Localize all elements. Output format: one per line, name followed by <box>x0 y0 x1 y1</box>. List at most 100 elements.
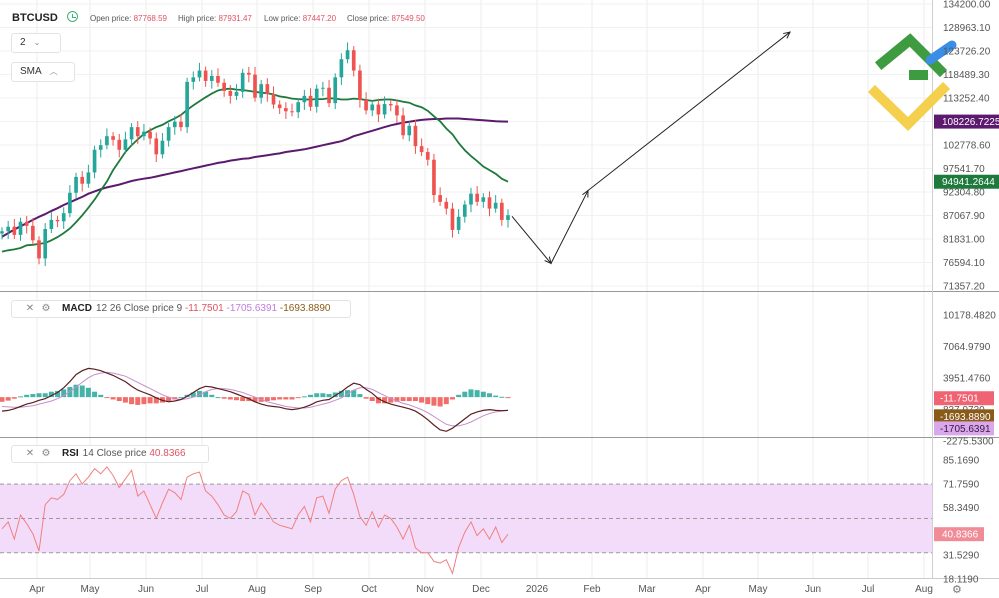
settings-icon[interactable]: ⚙ <box>952 584 962 596</box>
candle-body <box>179 121 183 128</box>
macd-hist-bar <box>295 397 301 399</box>
rsi-value-badge <box>934 527 984 542</box>
candle-body <box>290 111 294 113</box>
candle-body <box>98 145 103 150</box>
candle-body <box>61 213 66 222</box>
gear-icon[interactable]: ⚙ <box>41 303 51 314</box>
macd-tick-label: 10178.4820 <box>943 311 996 322</box>
candle-body <box>382 104 387 115</box>
rsi-name: RSI <box>62 448 79 459</box>
gear-icon[interactable]: ⚙ <box>41 448 51 459</box>
macd-hist-bar <box>79 385 85 398</box>
price-tick-label: 92304.80 <box>943 188 985 199</box>
time-tick-label: Jul <box>196 584 209 595</box>
candle-body <box>209 75 214 81</box>
candle-body <box>277 104 282 109</box>
clock-icon[interactable] <box>67 11 78 22</box>
macd-value-label: -1693.8890 <box>940 412 991 423</box>
candle-body <box>86 172 91 184</box>
price-axes: 134200.00 128963.10 123726.20 118489.30 1132… <box>943 0 996 586</box>
rsi-lines-layer <box>1 466 509 575</box>
rsi-legend: ✕ ⚙ RSI 14 Close price 40.8366 <box>11 445 209 463</box>
time-tick-label: May <box>81 584 100 595</box>
macd-hist-bar <box>24 394 30 398</box>
timeframe-select[interactable]: 2 ⌄ <box>11 33 61 53</box>
candle-body <box>413 125 418 147</box>
symbol-label[interactable]: BTCUSD <box>12 12 58 24</box>
candle-body <box>438 195 442 202</box>
macd-hist-bar <box>48 391 54 398</box>
open-price: Open price: 87768.59 <box>90 14 167 23</box>
macd-hist-bar <box>227 397 233 400</box>
time-tick-label: Apr <box>695 584 711 595</box>
macd-hist-bar <box>98 394 104 398</box>
macd-hist-bar <box>196 390 202 398</box>
macd-hist-bar <box>92 391 98 398</box>
low-price: Low price: 87447.20 <box>264 14 337 23</box>
grid-lines <box>0 0 999 579</box>
macd-hist-bar <box>505 397 511 399</box>
macd-hist-bar <box>301 396 307 398</box>
macd-hist-bar <box>499 396 505 398</box>
time-tick-label: Jun <box>138 584 154 595</box>
candle-body <box>234 91 239 96</box>
candle-body <box>105 136 109 146</box>
candle-body <box>259 84 263 98</box>
candle-body <box>123 139 128 150</box>
macd-hist-bar <box>394 397 400 402</box>
candle-body <box>37 240 41 259</box>
macd-hist-bar <box>203 391 209 398</box>
macd-hist-bar <box>153 397 159 404</box>
candle-body <box>450 208 455 230</box>
candle-body <box>327 87 331 104</box>
price-tick-label: 71357.20 <box>943 282 985 293</box>
candle-body <box>185 81 189 128</box>
price-tick-label: 118489.30 <box>943 70 990 81</box>
ma-type-select[interactable]: SMA ︿ <box>11 62 75 82</box>
time-tick-label: Feb <box>583 584 601 595</box>
candle-body <box>228 90 233 96</box>
candle-body <box>0 231 4 234</box>
candle-body <box>129 127 134 140</box>
rsi-value: 40.8366 <box>149 448 186 459</box>
macd-hist-bar <box>233 397 239 401</box>
macd-hist-bar <box>42 393 48 398</box>
macd-hist-value: -11.7501 <box>184 303 224 314</box>
candle-body <box>253 74 257 98</box>
macd-hist-bar <box>338 390 344 398</box>
candle-body <box>481 197 486 202</box>
macd-hist-bar <box>462 391 468 398</box>
time-tick-label: Apr <box>29 584 45 595</box>
macd-hist-bar <box>406 397 412 402</box>
candle-body <box>247 72 251 75</box>
close-icon[interactable]: ✕ <box>25 303 35 314</box>
arrow-head <box>544 256 552 265</box>
rsi-tick-label: 85.1690 <box>943 456 980 467</box>
candle-body <box>31 225 35 241</box>
candle-body <box>314 88 319 107</box>
candle-body <box>425 152 430 160</box>
close-icon[interactable]: ✕ <box>25 448 35 459</box>
macd-hist-bar <box>11 397 17 399</box>
macd-hist-bar <box>18 396 24 398</box>
macd-hist-bar <box>61 389 67 398</box>
forecast-annotation <box>511 31 791 265</box>
candle-body <box>339 59 344 78</box>
price-tick-label: 81831.00 <box>943 235 985 246</box>
price-tick-label: 123726.20 <box>943 47 991 58</box>
candle-body <box>321 87 325 89</box>
macd-hist-bar <box>5 397 11 401</box>
macd-hist-bar <box>419 397 425 403</box>
macd-hist-bar <box>252 397 258 402</box>
macd-hist-bar <box>215 397 221 399</box>
macd-hist-bar <box>30 394 36 398</box>
price-marker-label: 108226.7225 <box>942 117 999 128</box>
macd-hist-bar <box>326 394 332 398</box>
arrow-head <box>582 189 589 198</box>
macd-hist-bar <box>332 392 338 398</box>
macd-hist-bar <box>240 397 246 402</box>
candle-body <box>74 176 78 193</box>
candle-body <box>80 176 85 184</box>
macd-histogram-layer <box>0 384 511 407</box>
sma-200-line <box>1 117 509 238</box>
